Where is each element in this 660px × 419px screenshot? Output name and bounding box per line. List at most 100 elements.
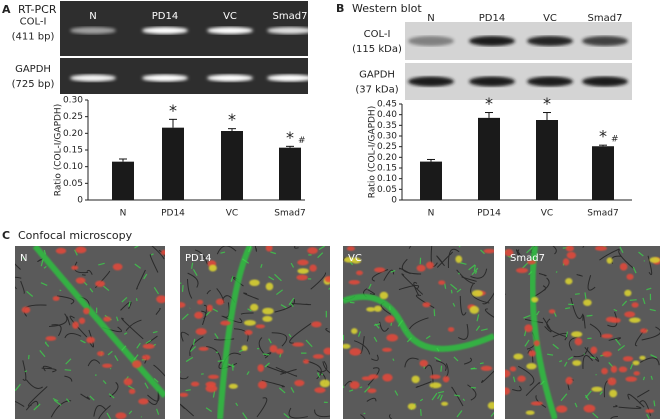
cell xyxy=(411,375,420,384)
cell xyxy=(349,348,362,356)
green-fiber xyxy=(185,356,194,363)
tissue-line xyxy=(608,337,622,341)
tissue-line xyxy=(639,357,660,366)
green-fiber xyxy=(242,412,248,419)
tissue-line xyxy=(552,332,568,341)
significance-marker: * xyxy=(543,94,551,113)
green-fiber xyxy=(40,282,48,287)
tissue-line xyxy=(121,317,144,340)
blot-name: COL-I xyxy=(364,29,391,40)
green-fiber xyxy=(629,299,637,301)
cell xyxy=(483,248,494,254)
cell xyxy=(103,316,112,322)
tissue-line xyxy=(353,340,371,355)
tissue-line xyxy=(535,395,547,408)
green-membrane xyxy=(529,246,558,419)
green-fiber xyxy=(586,314,593,317)
category-label: N xyxy=(428,209,435,219)
green-fiber xyxy=(268,338,272,344)
green-fiber xyxy=(185,389,191,392)
green-fiber xyxy=(450,289,453,294)
tissue-line xyxy=(136,269,146,290)
tissue-line xyxy=(607,311,618,328)
significance-marker: * xyxy=(599,127,607,146)
green-fiber xyxy=(552,343,559,350)
cell xyxy=(639,355,646,360)
green-fiber xyxy=(649,308,656,312)
green-fiber xyxy=(373,323,381,326)
green-fiber xyxy=(373,336,378,342)
tissue-line xyxy=(64,375,73,382)
cell xyxy=(75,277,86,284)
tissue-line xyxy=(51,324,62,337)
tissue-line xyxy=(383,269,395,281)
green-fiber xyxy=(599,391,603,396)
green-fiber xyxy=(629,363,634,370)
tissue-line xyxy=(627,393,645,408)
tissue-line xyxy=(275,366,298,377)
cell xyxy=(195,328,207,335)
cell xyxy=(55,247,67,254)
green-fiber xyxy=(317,372,321,378)
tissue-line xyxy=(568,336,578,351)
cell xyxy=(197,299,204,305)
green-fiber xyxy=(440,365,443,372)
tissue-line xyxy=(637,389,650,398)
cell xyxy=(198,346,209,351)
tissue-line xyxy=(404,357,419,368)
image-bg xyxy=(343,246,494,419)
cell xyxy=(429,374,441,379)
green-fiber xyxy=(646,414,650,419)
green-fiber xyxy=(526,247,533,254)
lane-label: N xyxy=(89,11,96,22)
green-membrane xyxy=(343,294,494,352)
cell xyxy=(190,381,200,387)
cell xyxy=(574,337,583,346)
green-fiber xyxy=(650,354,658,359)
cell xyxy=(572,360,582,366)
green-fiber xyxy=(419,398,424,402)
cell xyxy=(156,295,165,304)
cell xyxy=(625,376,637,382)
green-fiber xyxy=(392,358,395,362)
y-tick-label: 0.30 xyxy=(377,132,397,142)
cell xyxy=(595,246,607,251)
tissue-line xyxy=(587,275,596,291)
green-fiber xyxy=(181,285,184,292)
green-fiber xyxy=(328,287,330,290)
green-fiber xyxy=(107,350,113,356)
green-fiber xyxy=(473,265,476,272)
band xyxy=(70,27,116,34)
image-content xyxy=(180,246,330,419)
tissue-line xyxy=(456,269,476,284)
cell xyxy=(244,329,253,336)
green-fiber xyxy=(437,390,445,394)
cell xyxy=(565,376,573,385)
cell xyxy=(368,374,379,380)
cell xyxy=(607,377,617,386)
category-label: Smad7 xyxy=(587,209,618,219)
lane-label: PD14 xyxy=(152,11,178,22)
category-label: PD14 xyxy=(477,209,501,219)
tissue-line xyxy=(280,368,297,375)
green-fiber xyxy=(15,383,21,391)
cell xyxy=(314,387,326,393)
tissue-line xyxy=(435,360,447,371)
green-fiber xyxy=(268,276,275,281)
green-fiber xyxy=(646,287,652,291)
cell xyxy=(509,366,517,372)
tissue-line xyxy=(482,292,494,305)
y-tick-label: 0.10 xyxy=(63,162,83,172)
cell xyxy=(366,307,376,312)
tissue-line xyxy=(180,331,190,342)
green-fiber xyxy=(590,356,596,360)
cell xyxy=(471,289,483,297)
green-fiber xyxy=(348,389,354,392)
cell xyxy=(348,279,361,285)
cell xyxy=(606,257,613,264)
cell xyxy=(180,301,186,308)
green-fiber xyxy=(642,297,646,305)
green-fiber xyxy=(145,339,152,344)
cell xyxy=(632,360,640,366)
